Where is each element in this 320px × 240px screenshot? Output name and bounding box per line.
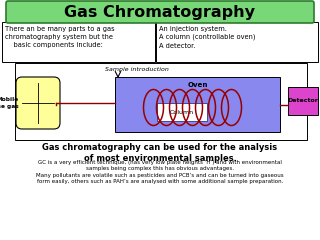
Text: Gas Chromatography: Gas Chromatography [65, 6, 255, 20]
Text: Gas chromatography can be used for the analysis
of most environmental samples.: Gas chromatography can be used for the a… [43, 143, 277, 163]
Text: Detector: Detector [288, 98, 318, 103]
Bar [156, 22, 318, 62]
Bar [2, 22, 155, 62]
Text: Many pollutants are volatile such as pesticides and PCB’s and can be turned into: Many pollutants are volatile such as pes… [36, 173, 284, 184]
Bar [157, 103, 207, 121]
Text: Sample introduction: Sample introduction [105, 67, 169, 72]
FancyBboxPatch shape [6, 1, 314, 23]
Text: Column: Column [170, 109, 194, 114]
FancyBboxPatch shape [16, 77, 60, 129]
Text: Oven: Oven [187, 82, 208, 88]
Bar [288, 87, 318, 115]
Text: An injection system.
A column (controllable oven)
A detector.: An injection system. A column (controlla… [159, 26, 255, 48]
Text: GC is a very efficient technique, (has very low plate heights ‘H’) and with envi: GC is a very efficient technique, (has v… [38, 160, 282, 171]
Bar [15, 63, 307, 140]
Bar [115, 77, 280, 132]
Text: Mobile
phase gas: Mobile phase gas [0, 97, 19, 108]
Text: There an be many parts to a gas
chromatography system but the
    basic componen: There an be many parts to a gas chromato… [5, 26, 115, 48]
